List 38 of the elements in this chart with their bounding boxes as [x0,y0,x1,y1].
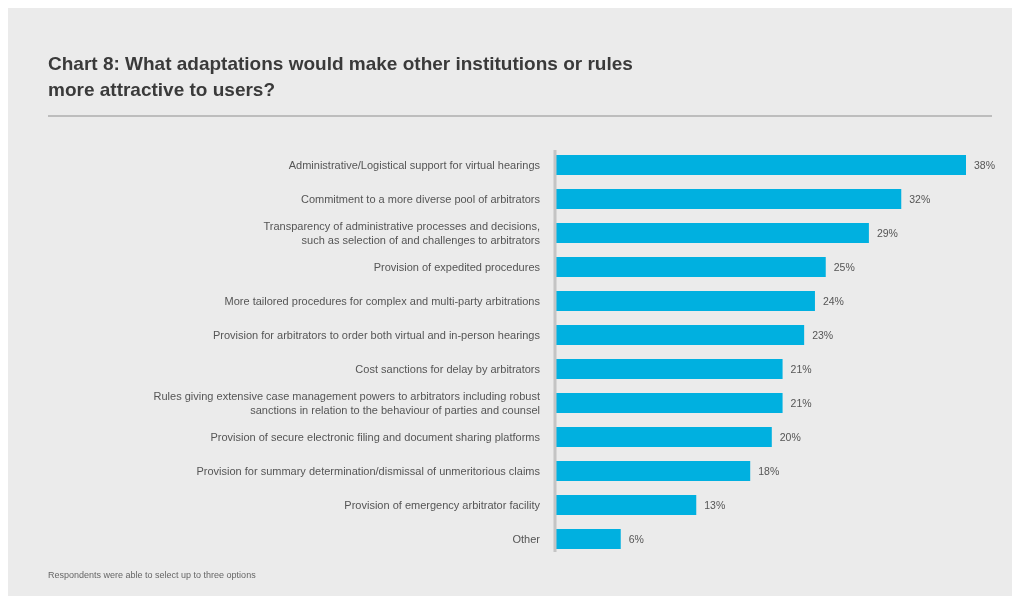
text: Respondents were able to select up to three options [48,570,257,580]
bar [556,495,697,515]
data-label: 20% [779,430,801,443]
data-label: 23% [812,328,834,341]
data-label: 13% [704,498,726,511]
data-label: 21% [790,396,812,409]
data-label: 21% [790,362,812,375]
data-label: 24% [822,294,844,307]
bar [556,325,805,345]
bar [556,257,826,277]
y-tick-label: Commitment to a more diverse pool of arbitrators [300,192,541,205]
text: Chart 8: What adaptations would make other institutions or rules more attractive to users? [48,53,633,100]
y-tick-label: Provision of secure electronic filing and document sharing platforms [210,430,541,443]
bar [556,461,751,481]
bar [556,189,902,209]
y-tick-label: More tailored procedures for complex and multi-party arbitrations [224,294,541,307]
y-tick-label: Other [512,532,541,545]
y-tick-label: Provision for arbitrators to order both virtual and in-person hearings [212,328,541,341]
y-tick-label: Cost sanctions for delay by arbitrators [355,362,541,375]
y-tick-label: Transparency of administrative processes and decisions, such as selection of and challenges to arbitrators [263,219,541,246]
y-tick-label: Provision for summary determination/dismissal of unmeritorious claims [196,464,541,477]
bar [556,359,783,379]
bar [556,155,966,175]
y-tick-label: Provision of emergency arbitrator facility [344,498,541,511]
data-label: 6% [628,532,644,545]
data-label: 18% [758,464,780,477]
bar [556,529,621,549]
data-label: 29% [876,226,898,239]
bar [556,291,815,311]
data-label: 38% [974,158,996,171]
y-tick-label: Provision of expedited procedures [373,260,541,273]
data-label: 32% [909,192,931,205]
y-tick-label: Rules giving extensive case management powers to arbitrators including robust sanctions in relation to the behaviour of parties and counsel [153,389,540,416]
bar [556,393,783,413]
y-tick-label: Administrative/Logistical support for virtual hearings [288,158,541,171]
bar [556,223,869,243]
data-label: 25% [833,260,855,273]
bar [556,427,772,447]
